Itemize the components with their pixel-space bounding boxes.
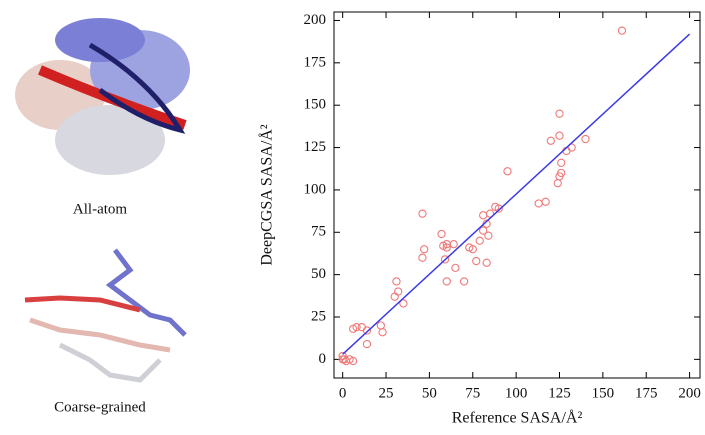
y-tick-label: 175 bbox=[304, 54, 327, 70]
point bbox=[494, 204, 503, 213]
point bbox=[472, 256, 481, 266]
point bbox=[534, 199, 543, 208]
y-tick-label: 125 bbox=[304, 139, 327, 155]
y-tick-label: 100 bbox=[304, 181, 327, 197]
point bbox=[362, 326, 372, 335]
point bbox=[503, 167, 512, 176]
y-axis-label: DeepCGSA SASA/Å² bbox=[258, 124, 276, 265]
x-tick-label: 50 bbox=[422, 385, 437, 401]
point bbox=[362, 339, 372, 349]
y-tick-label: 25 bbox=[311, 308, 326, 324]
panel-label: Coarse-grained bbox=[54, 399, 146, 415]
point bbox=[357, 323, 366, 332]
x-tick-label: 100 bbox=[505, 385, 528, 401]
point bbox=[420, 245, 429, 254]
point bbox=[617, 26, 627, 35]
point bbox=[437, 229, 446, 239]
point bbox=[348, 324, 358, 334]
point bbox=[418, 253, 427, 262]
point bbox=[451, 263, 460, 273]
point bbox=[581, 134, 590, 144]
y-tick-label: 0 bbox=[319, 351, 327, 367]
point bbox=[555, 131, 564, 140]
x-tick-label: 25 bbox=[379, 385, 394, 401]
point bbox=[475, 236, 484, 245]
point bbox=[338, 355, 347, 364]
point bbox=[439, 241, 448, 250]
point bbox=[378, 328, 387, 337]
point bbox=[376, 321, 385, 330]
point bbox=[557, 158, 566, 167]
y-tick-label: 75 bbox=[311, 224, 326, 240]
point bbox=[484, 231, 493, 240]
point bbox=[390, 292, 399, 301]
plot-frame bbox=[333, 11, 701, 379]
point bbox=[418, 209, 427, 218]
point bbox=[348, 356, 358, 366]
point bbox=[394, 287, 403, 296]
point bbox=[442, 277, 451, 286]
x-tick-label: 125 bbox=[548, 385, 571, 401]
y-tick-label: 150 bbox=[304, 97, 327, 113]
point bbox=[555, 109, 564, 118]
x-tick-label: 150 bbox=[592, 385, 615, 401]
point bbox=[392, 277, 401, 286]
point bbox=[482, 258, 491, 267]
point bbox=[459, 277, 469, 286]
x-tick-label: 200 bbox=[678, 385, 701, 401]
point bbox=[546, 136, 555, 145]
all-atom-render bbox=[15, 18, 190, 175]
point bbox=[468, 245, 477, 254]
y-tick-label: 200 bbox=[304, 12, 327, 28]
point bbox=[541, 197, 550, 206]
point bbox=[449, 239, 458, 249]
panel-label: All-atom bbox=[73, 201, 127, 217]
x-axis-label: Reference SASA/Å² bbox=[452, 409, 583, 427]
point bbox=[440, 255, 450, 264]
x-tick-label: 75 bbox=[465, 385, 480, 401]
point bbox=[479, 211, 488, 220]
x-tick-label: 175 bbox=[635, 385, 658, 401]
point bbox=[479, 226, 488, 235]
y-tick-label: 50 bbox=[311, 266, 326, 282]
point bbox=[399, 299, 408, 308]
fit-line bbox=[342, 33, 691, 355]
x-tick-label: 0 bbox=[339, 385, 347, 401]
coarse-grained-render bbox=[24, 248, 187, 383]
point bbox=[553, 178, 562, 188]
